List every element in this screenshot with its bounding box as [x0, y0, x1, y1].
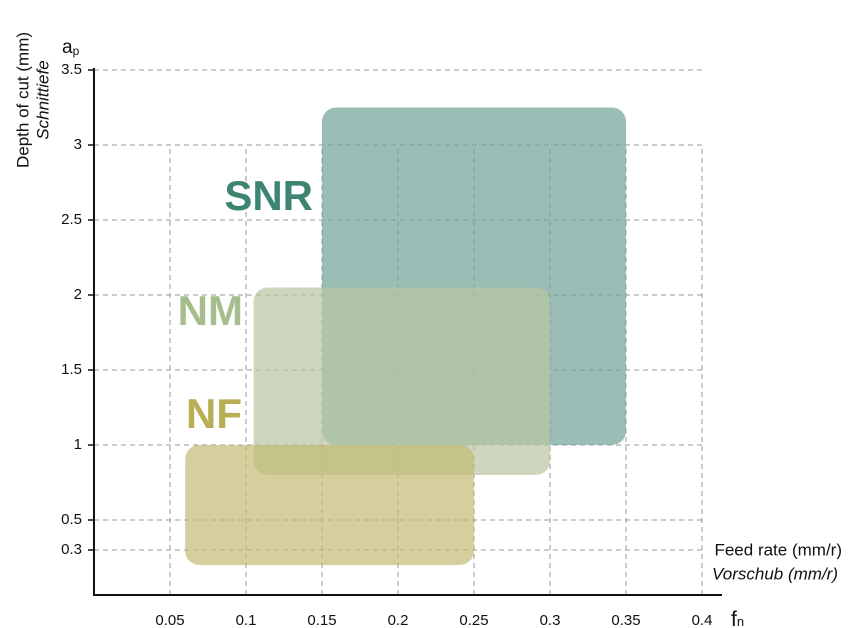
region-label: NM [178, 287, 243, 334]
regions [185, 107, 626, 565]
y-symbol-main: a [62, 37, 73, 58]
y-tick-label: 0.5 [61, 511, 82, 528]
y-tick-label: 2.5 [61, 211, 82, 228]
y-symbol: ap [62, 37, 80, 58]
x-tick-label: 0.05 [155, 612, 184, 628]
y-label: Depth of cut (mm) [13, 32, 32, 168]
region [253, 287, 550, 475]
y-label-sub: Schnittiefe [33, 60, 52, 139]
x-tick-label: 0.25 [459, 612, 488, 628]
x-tick-label: 0.2 [388, 612, 409, 628]
x-tick-label: 0.1 [236, 612, 257, 628]
region [185, 445, 474, 565]
y-tick-label: 3 [74, 136, 82, 153]
y-tick-label: 3.5 [61, 61, 82, 78]
x-tick-label: 0.15 [307, 612, 336, 628]
x-tick-label: 0.3 [540, 612, 561, 628]
x-tick-label: 0.35 [611, 612, 640, 628]
y-tick-label: 1.5 [61, 361, 82, 378]
x-tick-label: 0.4 [692, 612, 713, 628]
y-symbol-sub: p [73, 44, 80, 58]
x-label: Feed rate (mm/r) [714, 540, 842, 559]
region-label: SNR [224, 172, 313, 219]
y-tick-label: 1 [74, 436, 82, 453]
x-symbol-sub: n [737, 614, 744, 628]
y-tick-label: 0.3 [61, 541, 82, 558]
x-symbol: fn [731, 608, 744, 628]
x-symbol-main: f [731, 608, 737, 628]
x-label-sub: Vorschub (mm/r) [712, 564, 838, 583]
region-label: NF [186, 390, 242, 437]
y-tick-label: 2 [74, 286, 82, 303]
